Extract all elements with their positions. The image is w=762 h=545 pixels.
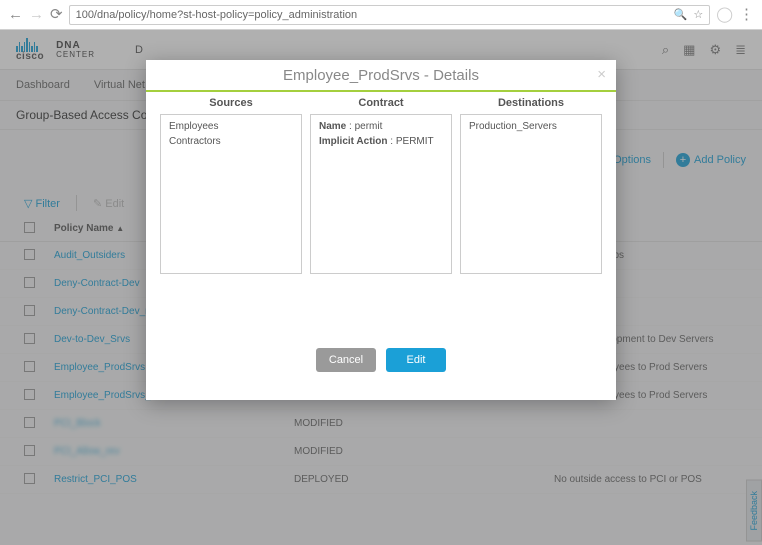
profile-icon[interactable]: ◯ (716, 7, 733, 22)
browser-chrome: ← → ⟳ 100/dna/policy/home?st-host-policy… (0, 0, 762, 30)
contract-title: Contract (310, 92, 452, 114)
sources-column: Sources Employees Contractors (160, 92, 302, 320)
forward-icon[interactable]: → (29, 7, 44, 22)
destination-item: Production_Servers (469, 121, 593, 132)
star-icon[interactable]: ☆ (693, 8, 703, 21)
search-icon[interactable]: 🔍 (674, 8, 688, 21)
source-item: Contractors (169, 136, 293, 147)
details-modal: Employee_ProdSrvs - Details × Sources Em… (146, 60, 616, 400)
page: cisco DNA CENTER D ⌕ ▦ ⚙ ≣ Dashboard Vir… (0, 30, 762, 545)
sources-title: Sources (160, 92, 302, 114)
close-icon[interactable]: × (597, 66, 606, 83)
destinations-box: Production_Servers (460, 114, 602, 274)
back-icon[interactable]: ← (8, 7, 23, 22)
modal-title: Employee_ProdSrvs - Details (283, 67, 479, 84)
edit-button[interactable]: Edit (386, 348, 446, 372)
destinations-title: Destinations (460, 92, 602, 114)
menu-icon[interactable]: ⋮ (739, 7, 754, 22)
contract-box: Name : permit Implicit Action : PERMIT (310, 114, 452, 274)
destinations-column: Destinations Production_Servers (460, 92, 602, 320)
url-text: 100/dna/policy/home?st-host-policy=polic… (76, 9, 358, 21)
source-item: Employees (169, 121, 293, 132)
reload-icon[interactable]: ⟳ (50, 7, 63, 22)
contract-column: Contract Name : permit Implicit Action :… (310, 92, 452, 320)
sources-box: Employees Contractors (160, 114, 302, 274)
cancel-button[interactable]: Cancel (316, 348, 376, 372)
url-bar[interactable]: 100/dna/policy/home?st-host-policy=polic… (69, 5, 711, 25)
